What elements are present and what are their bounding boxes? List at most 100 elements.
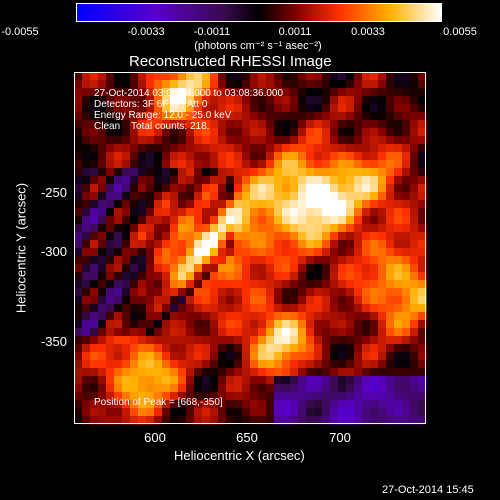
- heatmap-cell: [90, 152, 99, 161]
- heatmap-cell: [258, 240, 267, 249]
- heatmap-cell: [290, 200, 299, 209]
- heatmap-cell: [354, 304, 363, 313]
- heatmap-cell: [290, 280, 299, 289]
- heatmap-cell: [346, 80, 355, 89]
- heatmap-cell: [266, 192, 275, 201]
- heatmap-cell: [106, 400, 115, 409]
- heatmap-cell: [210, 336, 219, 345]
- heatmap-cell: [194, 160, 203, 169]
- heatmap-cell: [130, 88, 139, 97]
- heatmap-cell: [394, 192, 403, 201]
- heatmap-cell: [234, 112, 243, 121]
- heatmap-cell: [114, 304, 123, 313]
- heatmap-cell: [266, 80, 275, 89]
- heatmap-cell: [114, 232, 123, 241]
- heatmap-cell: [306, 88, 315, 97]
- heatmap-cell: [234, 264, 243, 273]
- heatmap-cell: [114, 88, 123, 97]
- heatmap-cell: [402, 88, 411, 97]
- heatmap-cell: [402, 184, 411, 193]
- heatmap-cell: [82, 288, 91, 297]
- heatmap-cell: [122, 312, 131, 321]
- heatmap-cell: [410, 416, 419, 425]
- heatmap-cell: [122, 384, 131, 393]
- heatmap-cell: [282, 288, 291, 297]
- heatmap-cell: [386, 240, 395, 249]
- heatmap-cell: [210, 280, 219, 289]
- heatmap-cell: [218, 128, 227, 137]
- heatmap-cell: [106, 264, 115, 273]
- heatmap-cell: [362, 416, 371, 425]
- heatmap-cell: [338, 408, 347, 417]
- heatmap-cell: [106, 416, 115, 425]
- heatmap-cell: [378, 128, 387, 137]
- heatmap-cell: [346, 360, 355, 369]
- heatmap-cell: [378, 136, 387, 145]
- heatmap-cell: [362, 184, 371, 193]
- heatmap-cell: [282, 320, 291, 329]
- heatmap-cell: [138, 280, 147, 289]
- heatmap-cell: [290, 160, 299, 169]
- heatmap-cell: [290, 320, 299, 329]
- heatmap-cell: [250, 176, 259, 185]
- heatmap-cell: [226, 216, 235, 225]
- heatmap-cell: [154, 392, 163, 401]
- heatmap-cell: [338, 160, 347, 169]
- heatmap-cell: [162, 112, 171, 121]
- heatmap-cell: [154, 288, 163, 297]
- heatmap-cell: [242, 120, 251, 129]
- heatmap-cell: [410, 120, 419, 129]
- heatmap-cell: [418, 120, 427, 129]
- heatmap-cell: [202, 224, 211, 233]
- heatmap-cell: [138, 288, 147, 297]
- heatmap-cell: [314, 88, 323, 97]
- heatmap-cell: [234, 128, 243, 137]
- heatmap-cell: [186, 256, 195, 265]
- heatmap-cell: [322, 104, 331, 113]
- heatmap-cell: [298, 72, 307, 81]
- heatmap-cell: [354, 208, 363, 217]
- heatmap-cell: [178, 264, 187, 273]
- heatmap-cell: [162, 272, 171, 281]
- heatmap-cell: [218, 240, 227, 249]
- heatmap-cell: [226, 240, 235, 249]
- heatmap-cell: [202, 344, 211, 353]
- heatmap-cell: [338, 224, 347, 233]
- heatmap-cell: [130, 344, 139, 353]
- heatmap-cell: [362, 208, 371, 217]
- heatmap-cell: [82, 128, 91, 137]
- heatmap-cell: [266, 392, 275, 401]
- heatmap-cell: [330, 144, 339, 153]
- heatmap-cell: [202, 368, 211, 377]
- heatmap-cell: [162, 144, 171, 153]
- timestamp: 27-Oct-2014 15:45: [382, 484, 474, 496]
- heatmap-cell: [346, 160, 355, 169]
- heatmap-cell: [114, 352, 123, 361]
- heatmap-cell: [274, 400, 283, 409]
- heatmap-cell: [378, 272, 387, 281]
- heatmap-cell: [202, 72, 211, 81]
- heatmap-cell: [394, 152, 403, 161]
- heatmap-cell: [130, 224, 139, 233]
- heatmap-cell: [114, 128, 123, 137]
- heatmap-cell: [218, 376, 227, 385]
- heatmap-cell: [330, 168, 339, 177]
- heatmap-cell: [394, 352, 403, 361]
- heatmap-cell: [122, 368, 131, 377]
- heatmap-cell: [282, 400, 291, 409]
- heatmap-cell: [130, 208, 139, 217]
- heatmap-cell: [298, 240, 307, 249]
- heatmap-cell: [346, 376, 355, 385]
- heatmap-cell: [410, 360, 419, 369]
- heatmap-cell: [130, 360, 139, 369]
- heatmap-cell: [74, 272, 83, 281]
- heatmap-cell: [362, 136, 371, 145]
- heatmap-cell: [178, 232, 187, 241]
- heatmap-cell: [274, 384, 283, 393]
- heatmap-cell: [194, 120, 203, 129]
- heatmap-cell: [410, 240, 419, 249]
- heatmap-cell: [186, 360, 195, 369]
- heatmap-cell: [90, 280, 99, 289]
- heatmap-cell: [314, 280, 323, 289]
- heatmap-cell: [194, 336, 203, 345]
